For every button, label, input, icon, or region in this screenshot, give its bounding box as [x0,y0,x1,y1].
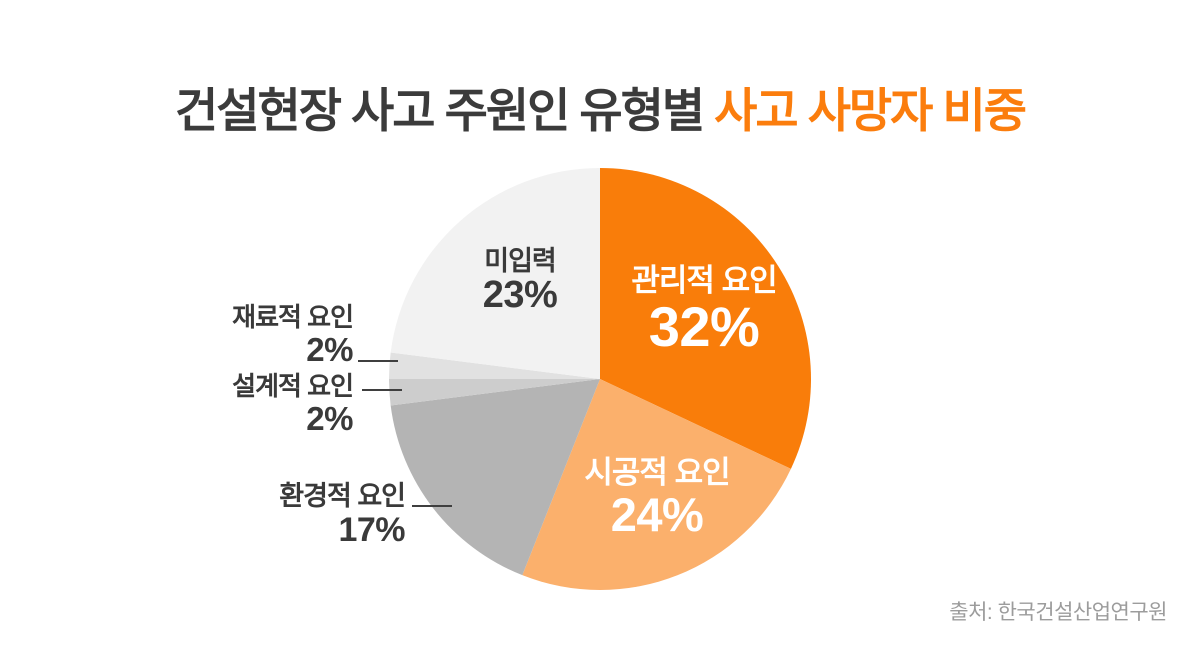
slice-name: 미입력 [484,246,557,276]
slice-percent: 32% [648,294,760,358]
slice-label-management: 관리적 요인 32% [631,263,777,358]
slice-label-not-entered: 미입력 23% [483,246,558,316]
slice-label-material: 재료적 요인 2% [232,302,354,369]
slice-percent: 2% [306,331,353,369]
pie-slice-0 [600,168,812,469]
pie-slice-3 [389,379,600,406]
source-credit: 출처: 한국건설산업연구원 [949,601,1167,624]
leader-line-environment [412,505,452,507]
slice-name: 시공적 요인 [584,455,730,490]
pie-slice-2 [390,379,600,576]
pie-slice-1 [522,379,791,590]
slice-name: 설계적 요인 [232,371,354,401]
pie-slice-5 [390,168,600,379]
slice-percent: 2% [306,400,353,438]
slice-percent: 24% [610,487,704,541]
slice-label-environment: 환경적 요인 17% [279,481,406,550]
page-title-highlight: 사고 사망자 비중 [714,84,1027,138]
slice-label-construction: 시공적 요인 24% [584,455,730,541]
slice-name: 관리적 요인 [631,263,777,298]
page-title-main: 건설현장 사고 주원인 유형별 [175,84,715,138]
leader-line-design [362,389,402,391]
slice-name: 환경적 요인 [279,481,406,511]
page-title: 건설현장 사고 주원인 유형별 사고 사망자 비중 [0,85,1200,137]
pie-slice-4 [389,352,600,379]
slice-percent: 23% [482,274,558,317]
slice-label-design: 설계적 요인 2% [232,371,354,438]
slice-percent: 17% [338,511,405,550]
leader-line-material [358,360,398,362]
slice-name: 재료적 요인 [232,302,354,332]
